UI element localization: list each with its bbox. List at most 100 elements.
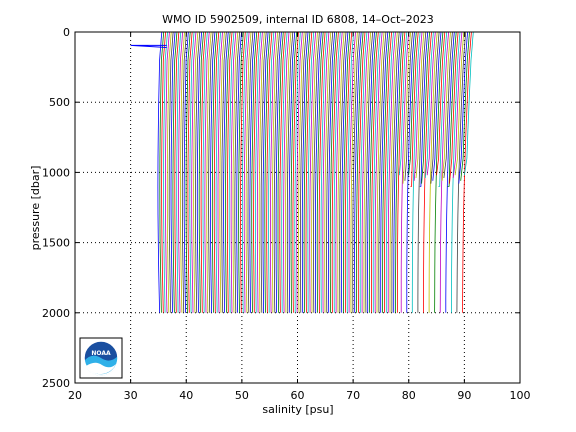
profile-line <box>329 31 337 313</box>
profile-line <box>174 31 180 313</box>
profile-line <box>191 31 197 313</box>
profile-line <box>434 31 444 313</box>
grid-lines <box>75 32 520 383</box>
profile-line <box>402 31 411 184</box>
profile-line <box>316 31 324 313</box>
profile-line <box>318 31 326 313</box>
profile-line <box>221 31 227 313</box>
profile-line <box>292 31 299 313</box>
profile-line <box>315 31 322 313</box>
profile-line <box>439 31 449 313</box>
chart-title: WMO ID 5902509, internal ID 6808, 14–Oct… <box>162 13 434 26</box>
profile-line <box>354 31 362 313</box>
profile-line <box>462 31 472 313</box>
profile-line <box>374 31 383 313</box>
profile-line <box>196 31 203 313</box>
profile-line <box>206 31 212 313</box>
profile-line <box>432 31 442 181</box>
profile-line <box>234 31 241 313</box>
profile-line <box>464 31 474 176</box>
profile-line <box>179 31 185 313</box>
profile-line <box>365 31 373 313</box>
profile-line <box>322 31 330 313</box>
profile-line <box>168 31 174 313</box>
profile-line <box>264 31 271 313</box>
profile-line <box>277 31 284 313</box>
profile-line <box>421 31 430 184</box>
profile-line <box>217 31 223 313</box>
profile-line <box>273 31 280 313</box>
profile-line <box>357 31 366 313</box>
profile-line <box>411 31 421 313</box>
profile-line <box>460 31 470 181</box>
profile-line <box>400 31 410 313</box>
profile-line <box>397 31 406 313</box>
profile-line <box>391 31 400 313</box>
profile-line <box>428 31 438 313</box>
profile-line <box>281 31 288 313</box>
profile-line <box>320 31 328 313</box>
x-tick-label: 50 <box>235 389 249 402</box>
profile-line <box>260 31 267 313</box>
profile-line <box>423 31 432 313</box>
profile-line <box>245 31 252 313</box>
profile-line <box>426 31 436 176</box>
profile-line <box>189 31 195 313</box>
profile-line <box>335 31 343 313</box>
profile-line <box>410 31 419 187</box>
profile-line <box>371 31 379 313</box>
profile-line <box>363 31 372 313</box>
profile-line <box>181 31 187 313</box>
profile-line <box>215 31 222 313</box>
profile-line <box>236 31 242 313</box>
profile-line <box>211 31 218 313</box>
axis-ticks <box>74 31 521 384</box>
profile-line <box>406 31 415 313</box>
profile-line <box>213 31 220 313</box>
profile-line <box>204 31 210 313</box>
profile-line <box>307 31 315 313</box>
profile-line <box>251 31 258 313</box>
profile-line <box>288 31 296 313</box>
y-tick-label: 0 <box>63 26 70 39</box>
plot-area <box>74 31 521 384</box>
profile-line <box>452 31 463 179</box>
x-tick-label: 70 <box>346 389 360 402</box>
profile-line <box>367 31 375 313</box>
x-tick-label: 80 <box>402 389 416 402</box>
profile-line <box>417 31 427 313</box>
profile-line <box>441 31 451 181</box>
profile-line <box>443 31 453 179</box>
profile-line <box>303 31 311 313</box>
profile-line <box>413 31 423 181</box>
profile-line <box>382 31 391 313</box>
profile-line <box>343 31 351 313</box>
profile-line <box>430 31 440 184</box>
profile-line <box>270 31 277 313</box>
profile-line <box>178 31 184 313</box>
profile-line <box>247 31 254 313</box>
y-tick-label: 1500 <box>42 237 70 250</box>
profile-line <box>346 31 354 313</box>
profile-line <box>324 31 332 313</box>
profile-line <box>436 31 446 176</box>
profile-line <box>187 31 193 313</box>
profile-line <box>339 31 347 313</box>
profile-line <box>157 31 163 313</box>
profile-line <box>226 31 233 313</box>
profile-line <box>454 31 465 176</box>
profile-line <box>311 31 318 313</box>
profile-line <box>275 31 282 313</box>
profile-line <box>230 31 237 313</box>
profile-line <box>225 31 231 313</box>
profile-line <box>164 31 170 313</box>
profile-spike <box>130 44 167 48</box>
profile-line <box>369 31 377 313</box>
profile-line <box>238 31 244 313</box>
profile-line <box>327 31 335 313</box>
x-tick-label: 60 <box>291 389 305 402</box>
profile-line <box>389 31 398 313</box>
profile-line <box>301 31 309 313</box>
profile-line <box>331 31 339 313</box>
x-tick-label: 90 <box>457 389 471 402</box>
